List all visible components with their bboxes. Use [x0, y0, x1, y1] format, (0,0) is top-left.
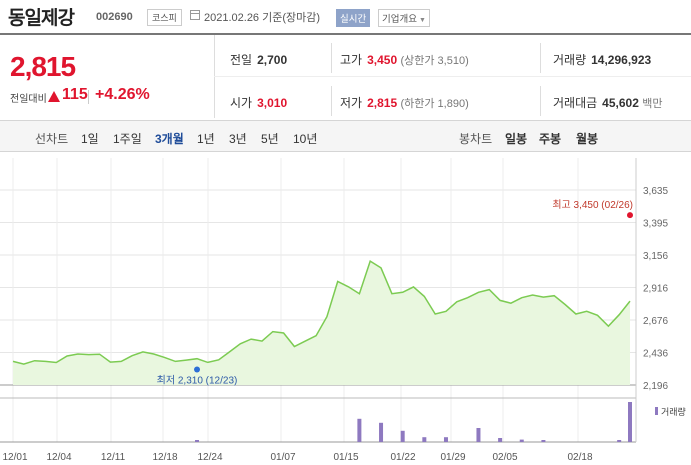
- volume-bar: [541, 440, 546, 442]
- price-change: 115: [62, 86, 88, 103]
- volume-bar: [628, 402, 632, 442]
- x-tick-label: 12/18: [152, 452, 177, 463]
- divider: [540, 43, 541, 73]
- divider: [331, 43, 332, 73]
- x-tick-label: 01/22: [390, 452, 415, 463]
- y-axis-ticks: 3,635 3,395 3,156 2,916 2,676 2,436 2,196: [643, 186, 668, 392]
- candle-chart-label: 봉차트: [459, 132, 493, 146]
- volume-bar: [443, 437, 448, 442]
- tab-1-week[interactable]: 1주일: [113, 132, 142, 146]
- y-tick-label: 2,676: [643, 316, 668, 327]
- volume-legend: 거래량: [661, 406, 686, 417]
- chevron-down-icon: ▼: [418, 17, 426, 24]
- change-separator: [88, 90, 89, 104]
- stat-open: 시가 3,010: [230, 96, 288, 110]
- realtime-button[interactable]: 실시간: [336, 9, 371, 27]
- x-tick-label: 02/18: [567, 452, 592, 463]
- min-price-annotation: 최저 2,310 (12/23): [157, 375, 238, 387]
- market-badge: 코스피: [147, 9, 182, 26]
- volume-bar: [195, 440, 200, 442]
- up-triangle-icon: [48, 91, 60, 102]
- price-line: [12, 259, 631, 365]
- y-tick-label: 2,916: [643, 284, 668, 295]
- volume-bar: [400, 430, 405, 442]
- tab-3-months[interactable]: 3개월: [155, 132, 184, 146]
- x-tick-label: 01/15: [333, 452, 358, 463]
- header-divider: [0, 33, 691, 35]
- price-summary: 2,815 전일대비 115 +4.26%: [0, 35, 214, 118]
- y-tick-label: 3,156: [643, 251, 668, 262]
- volume-bar: [617, 440, 622, 442]
- volume-bar: [519, 439, 524, 442]
- stats-divider: [214, 76, 691, 77]
- divider: [540, 86, 541, 116]
- x-tick-label: 01/07: [270, 452, 295, 463]
- tab-5-years[interactable]: 5년: [261, 132, 279, 146]
- y-tick-label: 3,635: [643, 186, 668, 197]
- volume-bar: [498, 438, 503, 442]
- tab-daily-candle[interactable]: 일봉: [505, 132, 528, 146]
- volume-bar: [357, 418, 362, 442]
- reference-date: 2021.02.26 기준(장마감): [204, 12, 321, 24]
- tab-1-day[interactable]: 1일: [81, 132, 99, 146]
- x-tick-label: 12/04: [46, 452, 71, 463]
- stat-trade-value: 거래대금 45,602 백만: [553, 96, 663, 110]
- tab-1-year[interactable]: 1년: [197, 132, 215, 146]
- stock-header: 동일제강 002690 코스피 2021.02.26 기준(장마감) 실시간 기…: [0, 0, 691, 32]
- max-price-annotation: 최고 3,450 (02/26): [552, 199, 633, 211]
- stock-code: 002690: [96, 11, 133, 23]
- volume-bars: [195, 402, 632, 442]
- x-tick-label: 02/05: [492, 452, 517, 463]
- price-change-percent: +4.26%: [95, 86, 150, 103]
- x-tick-label: 12/11: [101, 452, 126, 463]
- price-area-fill: [13, 261, 630, 385]
- line-chart-label: 선차트: [35, 132, 69, 146]
- tab-3-years[interactable]: 3년: [229, 132, 247, 146]
- divider: [331, 86, 332, 116]
- company-info-dropdown[interactable]: 기업개요 ▼: [378, 9, 430, 27]
- volume-bar: [379, 422, 384, 442]
- y-tick-label: 2,436: [643, 349, 668, 360]
- volume-bar: [422, 437, 427, 442]
- stock-name: 동일제강: [8, 8, 75, 29]
- x-tick-label: 12/01: [2, 452, 27, 463]
- volume-legend-swatch: [655, 407, 658, 415]
- stat-low: 저가 2,815 (하한가 1,890): [340, 96, 469, 110]
- calendar-icon: [190, 10, 200, 20]
- x-tick-label: 01/29: [440, 452, 465, 463]
- chart-tab-bar: 선차트 1일 1주일 3개월 1년 3년 5년 10년 봉차트 일봉 주봉 월봉: [0, 120, 691, 152]
- change-label: 전일대비: [10, 94, 47, 105]
- volume-bar: [476, 428, 481, 442]
- tab-10-years[interactable]: 10년: [293, 132, 318, 146]
- company-info-label: 기업개요: [382, 14, 417, 25]
- max-price-dot: [627, 212, 633, 219]
- price-chart: 3,635 3,395 3,156 2,916 2,676 2,436 2,196 12/0…: [0, 158, 686, 463]
- x-tick-label: 12/24: [197, 452, 222, 463]
- min-price-dot: [194, 366, 201, 373]
- stat-high: 고가 3,450 (상한가 3,510): [340, 53, 469, 67]
- stat-prev-close: 전일 2,700: [230, 53, 288, 67]
- x-axis-ticks: 12/01 12/04 12/11 12/18 12/24 01/07 01/15 01/22…: [2, 452, 592, 463]
- tab-weekly-candle[interactable]: 주봉: [539, 132, 562, 146]
- y-tick-label: 3,395: [643, 219, 668, 230]
- tab-monthly-candle[interactable]: 월봉: [576, 132, 599, 146]
- current-price: 2,815: [10, 51, 76, 82]
- y-tick-label: 2,196: [643, 381, 668, 392]
- stat-volume: 거래량 14,296,923: [553, 53, 652, 67]
